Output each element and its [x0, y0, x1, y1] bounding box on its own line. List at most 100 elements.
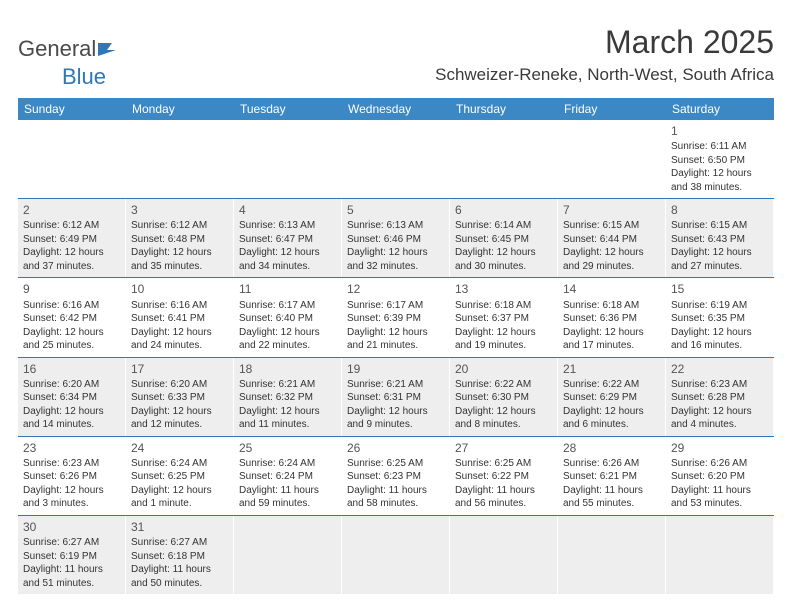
- day-18: 18Sunrise: 6:21 AMSunset: 6:32 PMDayligh…: [234, 358, 342, 436]
- day-number: 9: [23, 281, 120, 297]
- day-number: 21: [563, 361, 660, 377]
- daylight-text: Daylight: 12 hours and 12 minutes.: [131, 405, 228, 432]
- sunrise-text: Sunrise: 6:19 AM: [671, 299, 768, 313]
- day-number: 4: [239, 202, 336, 218]
- daylight-text: Daylight: 12 hours and 34 minutes.: [239, 246, 336, 273]
- day-3: 3Sunrise: 6:12 AMSunset: 6:48 PMDaylight…: [126, 199, 234, 277]
- day-empty: [126, 120, 234, 198]
- day-number: 19: [347, 361, 444, 377]
- sunrise-text: Sunrise: 6:12 AM: [23, 219, 120, 233]
- daylight-text: Daylight: 12 hours and 27 minutes.: [671, 246, 768, 273]
- daylight-text: Daylight: 12 hours and 24 minutes.: [131, 326, 228, 353]
- sunset-text: Sunset: 6:20 PM: [671, 470, 768, 484]
- day-empty: [342, 516, 450, 594]
- week-row: 23Sunrise: 6:23 AMSunset: 6:26 PMDayligh…: [18, 437, 774, 516]
- sunrise-text: Sunrise: 6:13 AM: [347, 219, 444, 233]
- day-14: 14Sunrise: 6:18 AMSunset: 6:36 PMDayligh…: [558, 278, 666, 356]
- day-number: 30: [23, 519, 120, 535]
- sunset-text: Sunset: 6:34 PM: [23, 391, 120, 405]
- daylight-text: Daylight: 12 hours and 29 minutes.: [563, 246, 660, 273]
- daylight-text: Daylight: 12 hours and 14 minutes.: [23, 405, 120, 432]
- header: General Blue March 2025 Schweizer-Reneke…: [18, 24, 774, 90]
- sunset-text: Sunset: 6:31 PM: [347, 391, 444, 405]
- day-11: 11Sunrise: 6:17 AMSunset: 6:40 PMDayligh…: [234, 278, 342, 356]
- logo: General Blue: [18, 36, 120, 90]
- daylight-text: Daylight: 12 hours and 25 minutes.: [23, 326, 120, 353]
- daylight-text: Daylight: 12 hours and 1 minute.: [131, 484, 228, 511]
- daylight-text: Daylight: 11 hours and 58 minutes.: [347, 484, 444, 511]
- day-17: 17Sunrise: 6:20 AMSunset: 6:33 PMDayligh…: [126, 358, 234, 436]
- sunrise-text: Sunrise: 6:20 AM: [23, 378, 120, 392]
- day-number: 29: [671, 440, 768, 456]
- day-16: 16Sunrise: 6:20 AMSunset: 6:34 PMDayligh…: [18, 358, 126, 436]
- day-number: 5: [347, 202, 444, 218]
- sunset-text: Sunset: 6:48 PM: [131, 233, 228, 247]
- month-title: March 2025: [435, 24, 774, 61]
- weekday-tuesday: Tuesday: [234, 98, 342, 120]
- sunrise-text: Sunrise: 6:14 AM: [455, 219, 552, 233]
- weekday-thursday: Thursday: [450, 98, 558, 120]
- sunrise-text: Sunrise: 6:16 AM: [23, 299, 120, 313]
- day-empty: [234, 516, 342, 594]
- day-number: 2: [23, 202, 120, 218]
- day-number: 1: [671, 123, 768, 139]
- day-number: 22: [671, 361, 768, 377]
- day-number: 17: [131, 361, 228, 377]
- sunrise-text: Sunrise: 6:23 AM: [671, 378, 768, 392]
- sunrise-text: Sunrise: 6:21 AM: [347, 378, 444, 392]
- daylight-text: Daylight: 12 hours and 16 minutes.: [671, 326, 768, 353]
- week-row: 9Sunrise: 6:16 AMSunset: 6:42 PMDaylight…: [18, 278, 774, 357]
- sunset-text: Sunset: 6:39 PM: [347, 312, 444, 326]
- daylight-text: Daylight: 12 hours and 21 minutes.: [347, 326, 444, 353]
- sunrise-text: Sunrise: 6:25 AM: [455, 457, 552, 471]
- day-empty: [450, 516, 558, 594]
- sunrise-text: Sunrise: 6:13 AM: [239, 219, 336, 233]
- calendar: SundayMondayTuesdayWednesdayThursdayFrid…: [18, 98, 774, 594]
- daylight-text: Daylight: 12 hours and 6 minutes.: [563, 405, 660, 432]
- sunset-text: Sunset: 6:41 PM: [131, 312, 228, 326]
- day-number: 16: [23, 361, 120, 377]
- day-empty: [666, 516, 774, 594]
- sunset-text: Sunset: 6:50 PM: [671, 154, 768, 168]
- sunset-text: Sunset: 6:26 PM: [23, 470, 120, 484]
- sunset-text: Sunset: 6:49 PM: [23, 233, 120, 247]
- day-19: 19Sunrise: 6:21 AMSunset: 6:31 PMDayligh…: [342, 358, 450, 436]
- day-empty: [342, 120, 450, 198]
- sunrise-text: Sunrise: 6:24 AM: [239, 457, 336, 471]
- sunrise-text: Sunrise: 6:17 AM: [239, 299, 336, 313]
- sunrise-text: Sunrise: 6:26 AM: [563, 457, 660, 471]
- day-number: 25: [239, 440, 336, 456]
- day-empty: [558, 516, 666, 594]
- sunset-text: Sunset: 6:24 PM: [239, 470, 336, 484]
- week-row: 2Sunrise: 6:12 AMSunset: 6:49 PMDaylight…: [18, 199, 774, 278]
- daylight-text: Daylight: 12 hours and 37 minutes.: [23, 246, 120, 273]
- day-number: 10: [131, 281, 228, 297]
- sunrise-text: Sunrise: 6:15 AM: [563, 219, 660, 233]
- daylight-text: Daylight: 11 hours and 50 minutes.: [131, 563, 228, 590]
- sunset-text: Sunset: 6:37 PM: [455, 312, 552, 326]
- day-30: 30Sunrise: 6:27 AMSunset: 6:19 PMDayligh…: [18, 516, 126, 594]
- weekday-friday: Friday: [558, 98, 666, 120]
- day-7: 7Sunrise: 6:15 AMSunset: 6:44 PMDaylight…: [558, 199, 666, 277]
- weekday-wednesday: Wednesday: [342, 98, 450, 120]
- sunset-text: Sunset: 6:25 PM: [131, 470, 228, 484]
- daylight-text: Daylight: 12 hours and 22 minutes.: [239, 326, 336, 353]
- sunset-text: Sunset: 6:40 PM: [239, 312, 336, 326]
- sunset-text: Sunset: 6:36 PM: [563, 312, 660, 326]
- sunrise-text: Sunrise: 6:15 AM: [671, 219, 768, 233]
- day-4: 4Sunrise: 6:13 AMSunset: 6:47 PMDaylight…: [234, 199, 342, 277]
- sunrise-text: Sunrise: 6:18 AM: [455, 299, 552, 313]
- sunset-text: Sunset: 6:29 PM: [563, 391, 660, 405]
- day-number: 28: [563, 440, 660, 456]
- daylight-text: Daylight: 11 hours and 53 minutes.: [671, 484, 768, 511]
- sunset-text: Sunset: 6:43 PM: [671, 233, 768, 247]
- sunset-text: Sunset: 6:18 PM: [131, 550, 228, 564]
- weekday-monday: Monday: [126, 98, 234, 120]
- day-12: 12Sunrise: 6:17 AMSunset: 6:39 PMDayligh…: [342, 278, 450, 356]
- sunrise-text: Sunrise: 6:24 AM: [131, 457, 228, 471]
- sunrise-text: Sunrise: 6:25 AM: [347, 457, 444, 471]
- daylight-text: Daylight: 12 hours and 30 minutes.: [455, 246, 552, 273]
- day-number: 7: [563, 202, 660, 218]
- day-10: 10Sunrise: 6:16 AMSunset: 6:41 PMDayligh…: [126, 278, 234, 356]
- day-13: 13Sunrise: 6:18 AMSunset: 6:37 PMDayligh…: [450, 278, 558, 356]
